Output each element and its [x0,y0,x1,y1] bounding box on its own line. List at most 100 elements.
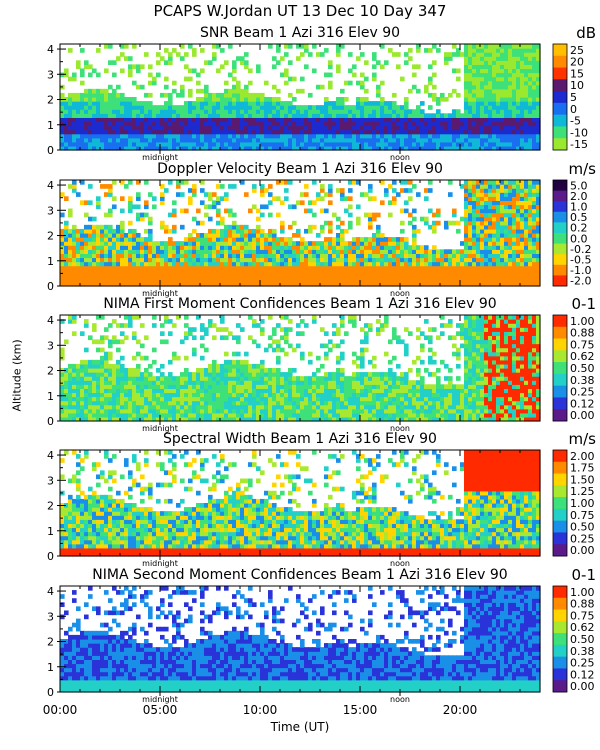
heatmap-cell [524,141,529,147]
heatmap-cell [72,253,77,259]
heatmap-cell [68,184,73,189]
heatmap-cell [88,109,93,114]
heatmap-cell [284,129,289,135]
heatmap-cell [372,141,377,147]
heatmap-cell [116,125,121,131]
heatmap-cell [484,68,489,74]
heatmap-cell [224,141,229,147]
heatmap-cell [176,355,181,361]
heatmap-cell [96,137,101,143]
heatmap-cell [192,281,197,287]
heatmap-cell [192,192,197,197]
heatmap-cell [480,228,485,234]
heatmap-cell [248,273,253,279]
heatmap-cell [112,145,117,151]
heatmap-cell [512,137,517,143]
heatmap-cell [476,105,481,110]
heatmap-cell [208,92,213,98]
heatmap-cell [336,101,341,106]
heatmap-cell [112,72,117,78]
heatmap-cell [288,277,293,283]
heatmap-cell [528,145,533,151]
heatmap-cell [92,384,97,389]
heatmap-cell [128,97,133,102]
heatmap-cell [504,137,509,143]
colorbar-segment [553,138,567,151]
heatmap-cell [160,56,165,61]
heatmap-cell [148,388,153,394]
heatmap-cell [144,52,149,57]
heatmap-cell [184,180,189,185]
heatmap-cell [140,281,145,287]
heatmap-cell [80,101,85,106]
heatmap-cell [128,145,133,151]
heatmap-cell [512,241,517,246]
heatmap-cell [452,88,457,94]
heatmap-cell [84,113,89,118]
heatmap-cell [472,277,477,283]
heatmap-field [60,180,541,287]
heatmap-cell [96,92,101,98]
heatmap-cell [76,400,81,406]
heatmap-cell [100,416,105,422]
heatmap-cell [284,44,289,49]
heatmap-cell [232,117,237,123]
heatmap-cell [128,253,133,259]
heatmap-cell [244,137,249,143]
heatmap-cell [488,228,493,234]
heatmap-cell [204,331,209,336]
heatmap-cell [220,416,225,422]
heatmap-cell [204,376,209,381]
heatmap-cell [320,265,325,271]
heatmap-cell [492,44,497,49]
heatmap-cell [352,273,357,279]
heatmap-cell [500,44,505,49]
heatmap-cell [96,101,101,106]
heatmap-cell [136,117,141,123]
heatmap-cell [176,277,181,283]
heatmap-cell [284,72,289,78]
heatmap-cell [148,64,153,70]
heatmap-cell [136,196,141,201]
heatmap-cell [472,80,477,86]
heatmap-cell [84,64,89,70]
heatmap-cell [220,265,225,271]
heatmap-cell [68,92,73,98]
heatmap-cell [96,380,101,385]
heatmap-cell [444,133,449,139]
heatmap-cell [72,372,77,377]
heatmap-cell [536,76,541,82]
heatmap-cell [160,339,165,345]
heatmap-cell [268,212,273,218]
heatmap-cell [488,224,493,230]
heatmap-cell [76,281,81,287]
heatmap-cell [80,97,85,102]
heatmap-cell [64,129,69,135]
heatmap-cell [252,92,257,98]
heatmap-cell [312,125,317,131]
heatmap-cell [492,228,497,234]
heatmap-cell [408,265,413,271]
heatmap-cell [124,368,129,373]
heatmap-cell [500,184,505,189]
heatmap-cell [220,281,225,287]
heatmap-cell [508,241,513,246]
heatmap-cell [344,208,349,214]
heatmap-cell [356,141,361,147]
heatmap-cell [304,141,309,147]
heatmap-cell [516,76,521,82]
heatmap-cell [520,188,525,193]
heatmap-cell [100,241,105,246]
heatmap-cell [476,60,481,65]
heatmap-cell [272,113,277,118]
heatmap-cell [468,92,473,98]
heatmap-cell [200,368,205,373]
heatmap-cell [512,249,517,254]
heatmap-cell [240,117,245,123]
heatmap-cell [200,273,205,279]
heatmap-cell [532,44,537,49]
heatmap-cell [480,249,485,254]
heatmap-cell [420,145,425,151]
heatmap-cell [120,125,125,131]
heatmap-cell [72,137,77,143]
